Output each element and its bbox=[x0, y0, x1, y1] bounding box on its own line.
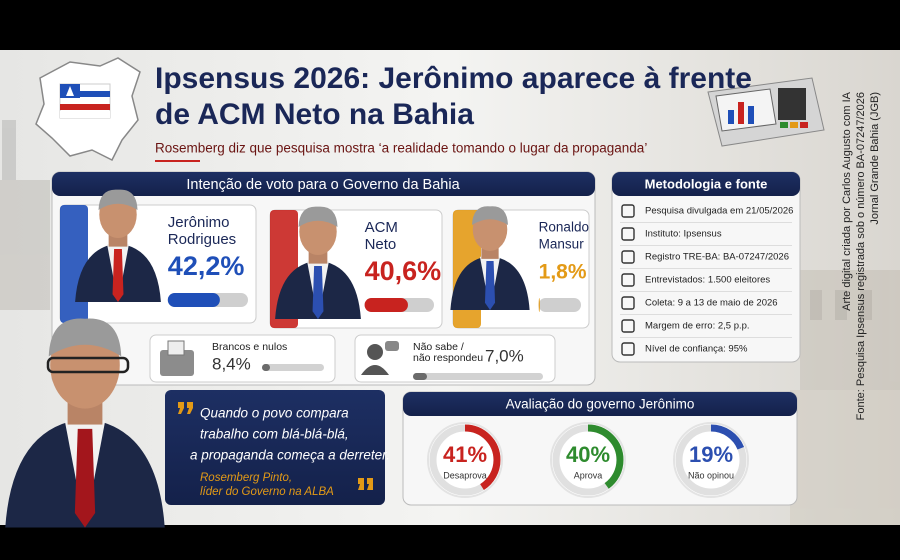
person-icon bbox=[361, 365, 389, 375]
evaluation-header bbox=[403, 392, 797, 416]
quote-mark bbox=[358, 478, 373, 490]
methodology-list: Pesquisa divulgada em 21/05/2026 Institut… bbox=[620, 204, 793, 356]
candidate-name: Neto bbox=[365, 236, 397, 253]
item-icon bbox=[621, 319, 635, 333]
subtitle-underline bbox=[155, 160, 200, 162]
quote-box bbox=[165, 390, 385, 505]
other-value: 7,0% bbox=[485, 346, 524, 365]
title-line: Ipsensus 2026: Jerônimo aparece à frente bbox=[155, 62, 752, 95]
methodology-item: Pesquisa divulgada em 21/05/2026 bbox=[645, 206, 793, 217]
evaluation-donuts: 41% Desaprova 40% Aprova 19% Não opinou bbox=[427, 422, 749, 498]
tie bbox=[312, 265, 324, 319]
credit-line: Fonte: Pesquisa Ipsensus registrada sob … bbox=[855, 92, 867, 420]
quote-role: líder do Governo na ALBA bbox=[200, 486, 334, 498]
methodology-item: Nível de confiança: 95% bbox=[645, 344, 748, 355]
candidate-name: Mansur bbox=[539, 237, 585, 252]
tie bbox=[484, 261, 496, 310]
other-label: Não sabe / bbox=[413, 341, 464, 353]
hair bbox=[98, 189, 138, 210]
methodology-header bbox=[612, 172, 800, 196]
item-icon bbox=[621, 296, 635, 310]
other-label: não respondeu bbox=[413, 352, 483, 364]
item-icon bbox=[621, 204, 635, 218]
glasses bbox=[46, 356, 130, 374]
vote-panel-header bbox=[52, 172, 595, 196]
bar bbox=[262, 364, 271, 371]
candidate-name: ACM bbox=[365, 219, 398, 236]
vote-panel-title: Intenção de voto para o Governo da Bahia bbox=[186, 177, 460, 193]
candidate-name: Rodrigues bbox=[168, 231, 236, 248]
candidate-name: Jerônimo bbox=[168, 214, 230, 231]
candidate-name: Ronaldo bbox=[539, 220, 589, 235]
donut-background bbox=[673, 422, 749, 498]
bar-track bbox=[538, 298, 581, 312]
donut-background bbox=[427, 422, 503, 498]
methodology-item: Entrevistados: 1.500 eleitores bbox=[645, 275, 770, 286]
item-icon bbox=[621, 342, 635, 356]
other-card bbox=[354, 334, 556, 383]
bar bbox=[364, 298, 408, 312]
methodology-item: Instituto: Ipsensus bbox=[645, 229, 722, 240]
bar bbox=[167, 293, 220, 307]
methodology-title: Metodologia e fonte bbox=[645, 176, 768, 191]
methodology-item: Registro TRE-BA: BA-07247/2026 bbox=[645, 252, 789, 263]
tie bbox=[74, 428, 96, 528]
methodology-panel bbox=[611, 171, 801, 363]
quote: Quando o povo compara trabalho com blá-bl… bbox=[190, 406, 390, 498]
candidate-value: 42,2% bbox=[168, 251, 245, 281]
methodology-item: Margem de erro: 2,5 p.p. bbox=[645, 321, 750, 332]
item-icon bbox=[621, 250, 635, 264]
subtitle: Rosemberg diz que pesquisa mostra ‘a rea… bbox=[155, 141, 647, 156]
bar bbox=[413, 373, 427, 380]
credit-line: Arte digital criada por Carlos Augusto c… bbox=[841, 91, 853, 311]
quote-line: a propaganda começa a derreter. bbox=[190, 448, 390, 463]
speech-icon bbox=[385, 341, 399, 351]
donut-value: 19% bbox=[689, 442, 733, 467]
item-icon bbox=[621, 227, 635, 241]
candidate-value: 1,8% bbox=[539, 261, 587, 284]
bar-track bbox=[413, 373, 543, 380]
quote-line: trabalho com blá-blá-blá, bbox=[200, 427, 349, 442]
hair bbox=[48, 318, 122, 357]
donut-value: 41% bbox=[443, 442, 487, 467]
portrait bbox=[5, 318, 165, 528]
donut-caption: Desaprova bbox=[443, 470, 487, 480]
card-stripe bbox=[60, 205, 88, 323]
evaluation-title: Avaliação do governo Jerônimo bbox=[506, 397, 695, 412]
donut-background bbox=[550, 422, 626, 498]
hair bbox=[472, 206, 508, 226]
other-value: 8,4% bbox=[212, 354, 251, 373]
tie bbox=[112, 248, 124, 302]
bahia-map bbox=[35, 57, 141, 162]
quote-line: Quando o povo compara bbox=[200, 406, 349, 421]
methodology-item: Coleta: 9 a 13 de maio de 2026 bbox=[645, 298, 778, 309]
other-label: Brancos e nulos bbox=[212, 341, 287, 353]
scenery bbox=[0, 120, 900, 525]
quote-author: Rosemberg Pinto, bbox=[200, 472, 292, 484]
donut-caption: Aprova bbox=[574, 470, 603, 480]
title-line: de ACM Neto na Bahia bbox=[155, 98, 474, 131]
ballot-paper-icon bbox=[167, 340, 185, 356]
bar-track bbox=[262, 364, 324, 371]
ballot-box-icon bbox=[160, 350, 194, 376]
donut-arc bbox=[552, 424, 624, 496]
bar bbox=[538, 298, 540, 312]
candidate-value: 40,6% bbox=[365, 256, 442, 286]
donut-arc bbox=[429, 424, 501, 496]
person-icon bbox=[367, 344, 383, 360]
donut-caption: Não opinou bbox=[688, 470, 734, 480]
ballot-machine-icon bbox=[707, 77, 825, 147]
item-icon bbox=[621, 273, 635, 287]
donut-arc bbox=[675, 424, 747, 496]
quote-mark bbox=[178, 402, 193, 414]
credit-line: Jornal Grande Bahia (JGB) bbox=[869, 92, 881, 225]
donut-value: 40% bbox=[566, 442, 610, 467]
hair bbox=[298, 206, 338, 227]
credits: Arte digital criada por Carlos Augusto c… bbox=[841, 91, 881, 420]
